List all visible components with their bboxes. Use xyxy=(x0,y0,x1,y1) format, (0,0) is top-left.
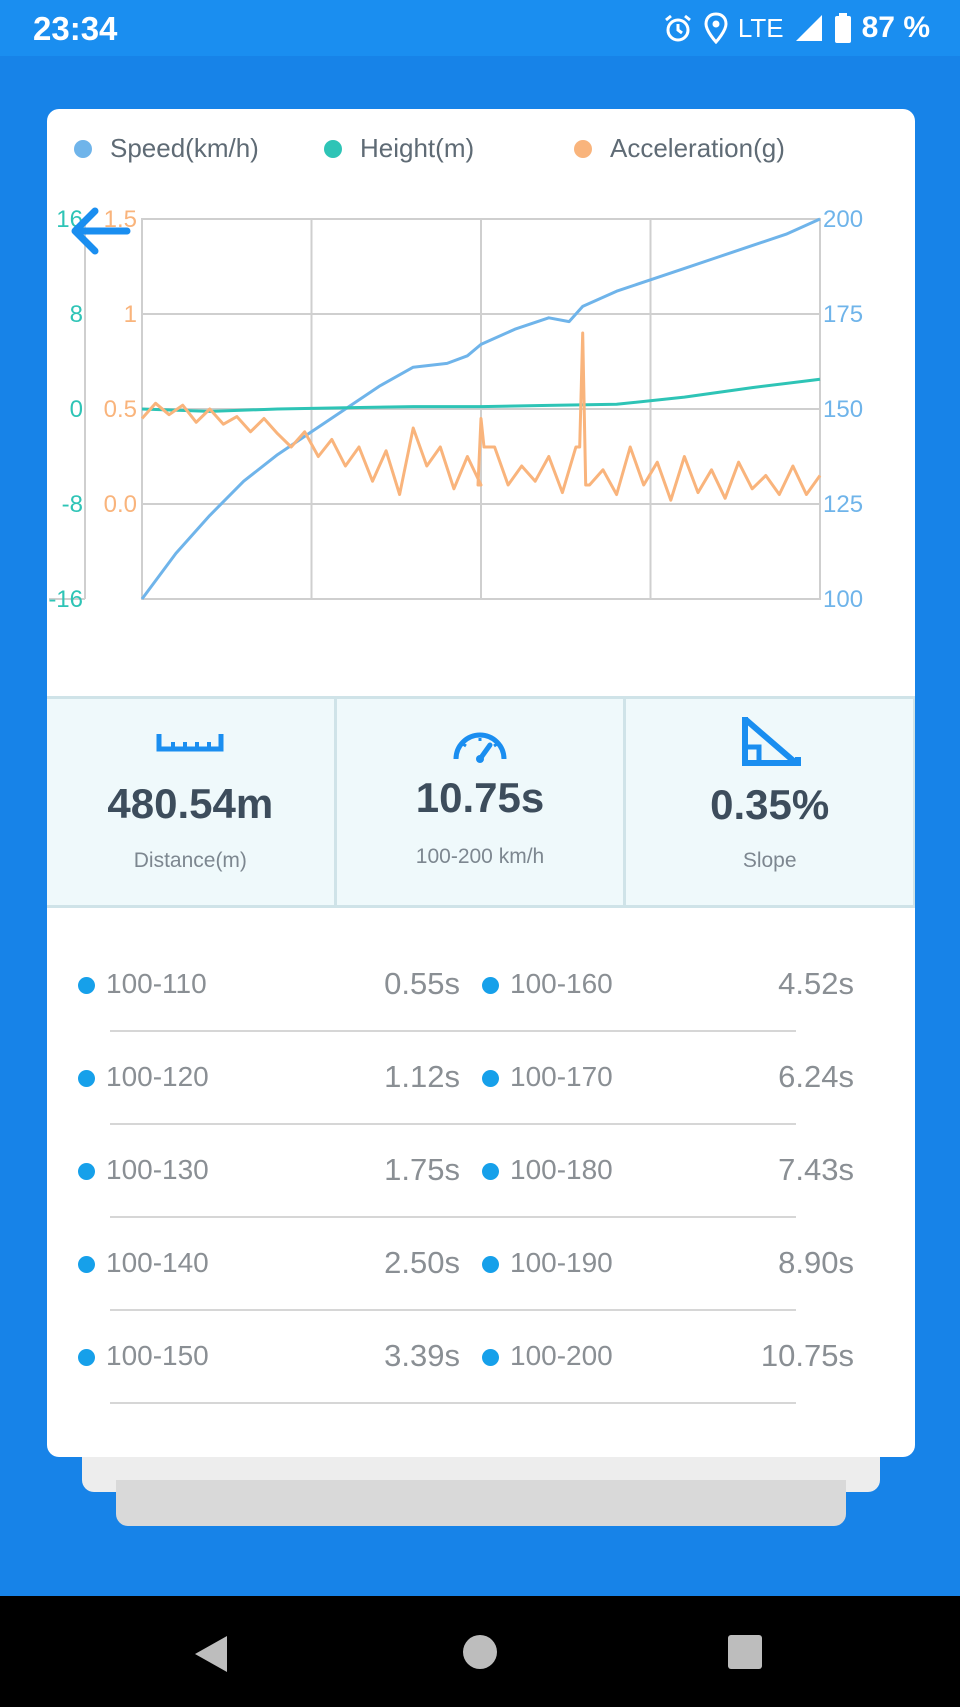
back-icon[interactable] xyxy=(193,1634,229,1674)
legend-height-label: Height(m) xyxy=(360,133,475,163)
range-time: 2.50s xyxy=(384,1245,460,1280)
speed-axis-tick: 100 xyxy=(823,586,863,613)
height-axis-tick: -8 xyxy=(62,491,83,518)
slope-value: 0.35% xyxy=(710,781,830,828)
stats-panel: 480.54m Distance(m) 10.75s 100-200 km/h … xyxy=(47,696,915,908)
speed-axis-tick: 200 xyxy=(823,206,863,233)
arrow-left-icon xyxy=(71,207,131,255)
legend-height-dot xyxy=(324,139,342,158)
range-label: 100-180 xyxy=(510,1154,613,1185)
height-axis-tick: 8 xyxy=(70,301,83,328)
battery-icon xyxy=(834,12,852,44)
range-label: 100-170 xyxy=(510,1061,613,1092)
speed-axis-tick: 150 xyxy=(823,396,863,423)
home-icon[interactable] xyxy=(462,1634,498,1670)
row-dot xyxy=(482,1070,499,1087)
range-time: 1.75s xyxy=(384,1152,460,1187)
status-time: 23:34 xyxy=(33,10,118,47)
range-label: 100-110 xyxy=(106,968,207,999)
legend-acceleration-dot xyxy=(574,139,592,158)
legend-speed-dot xyxy=(74,139,92,158)
time-value: 10.75s xyxy=(415,774,545,821)
row-dot xyxy=(482,977,499,994)
legend-height[interactable]: Height(m) xyxy=(324,133,474,164)
row-dot xyxy=(78,1163,95,1180)
status-icons: LTE 87 % xyxy=(662,10,930,46)
time-label: 100-200 km/h xyxy=(415,845,545,868)
network-type: LTE xyxy=(737,12,784,43)
status-bar: 23:34 LTE 87 % xyxy=(0,0,960,56)
range-time: 4.52s xyxy=(778,966,854,1001)
range-time: 0.55s xyxy=(384,966,460,1001)
recents-icon[interactable] xyxy=(727,1634,763,1670)
accel-axis-tick: 0.0 xyxy=(104,491,137,518)
range-time: 8.90s xyxy=(778,1245,854,1280)
row-dot xyxy=(482,1349,499,1366)
chart-legend: Speed(km/h) Height(m) Acceleration(g) xyxy=(47,133,915,173)
signal-icon xyxy=(794,13,824,43)
legend-speed[interactable]: Speed(km/h) xyxy=(74,133,259,164)
row-dot xyxy=(482,1256,499,1273)
speed-axis-tick: 125 xyxy=(823,491,863,518)
table-row: 100-150 3.39s 100-200 10.75s xyxy=(47,1311,915,1404)
row-dot xyxy=(78,1349,95,1366)
speed-axis-tick: 175 xyxy=(823,301,863,328)
row-dot xyxy=(78,977,95,994)
distance-value: 480.54m xyxy=(107,780,274,827)
range-label: 100-120 xyxy=(106,1061,209,1092)
accel-axis-tick: 1 xyxy=(124,301,137,328)
back-button[interactable] xyxy=(67,205,131,262)
range-label: 100-200 xyxy=(510,1340,613,1371)
location-icon xyxy=(704,12,728,44)
slope-icon xyxy=(741,717,801,766)
slope-label: Slope xyxy=(742,849,797,872)
height-axis-tick: -16 xyxy=(48,586,83,613)
range-label: 100-140 xyxy=(106,1247,209,1278)
range-label: 100-130 xyxy=(106,1154,209,1185)
speedometer-icon xyxy=(453,732,507,763)
range-label: 100-190 xyxy=(510,1247,613,1278)
navigation-bar xyxy=(0,1596,960,1707)
range-label: 100-150 xyxy=(106,1340,209,1371)
range-time: 6.24s xyxy=(778,1059,854,1094)
result-card: Speed(km/h) Height(m) Acceleration(g) 1 6… xyxy=(47,109,915,1457)
table-row: 100-120 1.12s 100-170 6.24s xyxy=(47,1032,915,1125)
range-time: 1.12s xyxy=(384,1059,460,1094)
height-axis-tick: 0 xyxy=(70,396,83,423)
row-divider xyxy=(110,1123,796,1125)
range-time: 10.75s xyxy=(760,1338,854,1373)
table-row: 100-110 0.55s 100-160 4.52s xyxy=(47,939,915,1032)
accel-axis-tick: 0.5 xyxy=(104,396,137,423)
legend-acceleration-label: Acceleration(g) xyxy=(610,133,785,163)
battery-percent: 87 % xyxy=(861,11,930,44)
row-divider xyxy=(110,1402,796,1404)
series-line-acceleration xyxy=(140,331,822,502)
table-row: 100-130 1.75s 100-180 7.43s xyxy=(47,1125,915,1218)
row-dot xyxy=(78,1256,95,1273)
legend-acceleration[interactable]: Acceleration(g) xyxy=(574,133,785,164)
range-label: 100-160 xyxy=(510,968,613,999)
range-time: 7.43s xyxy=(778,1152,854,1187)
range-time: 3.39s xyxy=(384,1338,460,1373)
stacked-card-shadow-2 xyxy=(116,1480,846,1526)
legend-speed-label: Speed(km/h) xyxy=(110,133,259,163)
stat-time: 10.75s 100-200 km/h xyxy=(337,699,627,905)
alarm-icon xyxy=(662,12,694,44)
row-divider xyxy=(110,1216,796,1218)
stat-distance: 480.54m Distance(m) xyxy=(47,699,337,905)
ruler-icon xyxy=(156,734,224,752)
series-line-height xyxy=(141,377,821,413)
table-row: 100-140 2.50s 100-190 8.90s xyxy=(47,1218,915,1311)
distance-label: Distance(m) xyxy=(133,849,247,872)
series-line-speed xyxy=(140,217,821,600)
row-dot xyxy=(482,1163,499,1180)
row-dot xyxy=(78,1070,95,1087)
row-divider xyxy=(110,1030,796,1032)
row-divider xyxy=(110,1309,796,1311)
stat-slope: 0.35% Slope xyxy=(626,699,915,905)
